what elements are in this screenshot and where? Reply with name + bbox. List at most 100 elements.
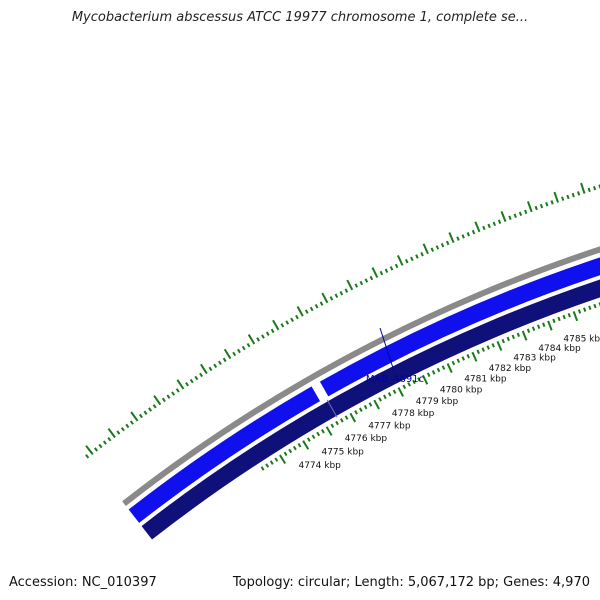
outer-minor-tick bbox=[339, 290, 344, 296]
outer-minor-tick bbox=[171, 391, 176, 396]
outer-minor-tick bbox=[492, 221, 496, 227]
scale-minor-tick bbox=[368, 402, 373, 407]
scale-minor-tick bbox=[567, 312, 571, 318]
outer-minor-tick bbox=[445, 240, 450, 246]
scale-minor-tick bbox=[392, 389, 397, 395]
scale-minor-tick bbox=[451, 360, 456, 366]
scale-minor-tick bbox=[526, 328, 531, 333]
scale-major-tick bbox=[279, 454, 287, 465]
outer-minor-tick bbox=[261, 334, 265, 339]
outer-major-tick bbox=[553, 191, 559, 203]
scale-minor-tick bbox=[335, 420, 339, 426]
scale-minor-tick bbox=[536, 324, 541, 329]
outer-minor-tick bbox=[359, 280, 364, 286]
scale-major-tick bbox=[471, 351, 478, 362]
scale-label: 4776 kbp bbox=[345, 434, 388, 444]
scale-label: 4775 kbp bbox=[321, 447, 364, 457]
outer-minor-tick bbox=[290, 317, 294, 323]
outer-minor-tick bbox=[189, 378, 194, 384]
scale-major-tick bbox=[349, 412, 357, 423]
forward-gene bbox=[128, 386, 321, 523]
scale-minor-tick bbox=[387, 392, 392, 397]
outer-minor-tick bbox=[461, 234, 465, 239]
forward-gene bbox=[319, 257, 600, 397]
outer-minor-tick bbox=[430, 247, 435, 252]
scale-label: 4784 kbp bbox=[538, 344, 581, 354]
outer-minor-tick bbox=[466, 232, 471, 237]
outer-minor-tick bbox=[471, 229, 476, 235]
outer-minor-tick bbox=[161, 397, 166, 403]
outer-major-tick bbox=[526, 201, 533, 213]
outer-major-tick bbox=[500, 211, 507, 222]
scale-minor-tick bbox=[383, 394, 387, 400]
scale-label: 4778 kbp bbox=[392, 409, 435, 419]
outer-minor-tick bbox=[232, 351, 237, 357]
outer-minor-tick bbox=[194, 375, 199, 381]
scale-major-tick bbox=[397, 387, 404, 397]
outer-minor-tick bbox=[129, 420, 134, 425]
scale-label: 4783 kbp bbox=[513, 354, 556, 364]
outer-minor-tick bbox=[256, 337, 261, 342]
outer-major-tick bbox=[153, 395, 162, 406]
outer-minor-tick bbox=[102, 440, 107, 445]
accession-text: Accession: NC_010397 bbox=[9, 575, 157, 590]
scale-minor-tick bbox=[562, 314, 566, 320]
outer-minor-tick bbox=[487, 223, 491, 229]
scale-minor-tick bbox=[481, 347, 485, 352]
scale-major-tick bbox=[547, 320, 553, 331]
outer-minor-tick bbox=[85, 454, 90, 459]
outer-minor-tick bbox=[208, 366, 213, 372]
scale-minor-tick bbox=[436, 367, 441, 373]
outer-minor-tick bbox=[120, 426, 125, 432]
outer-minor-tick bbox=[410, 256, 414, 262]
scale-minor-tick bbox=[588, 305, 592, 311]
outer-minor-tick bbox=[545, 202, 549, 207]
scale-minor-tick bbox=[456, 358, 461, 364]
outer-major-tick bbox=[247, 334, 256, 345]
outer-minor-tick bbox=[539, 203, 544, 209]
outer-minor-tick bbox=[213, 363, 218, 369]
outer-major-tick bbox=[346, 279, 354, 291]
scale-minor-tick bbox=[330, 423, 335, 428]
scale-minor-tick bbox=[486, 345, 490, 350]
outer-major-tick bbox=[107, 428, 116, 439]
scale-minor-tick bbox=[516, 332, 521, 338]
scale-minor-tick bbox=[531, 326, 536, 331]
reverse-gene bbox=[141, 279, 600, 540]
gene-callout-line bbox=[379, 327, 395, 372]
outer-minor-tick bbox=[566, 194, 570, 200]
outer-minor-tick bbox=[199, 372, 203, 378]
outer-minor-tick bbox=[405, 258, 409, 264]
outer-minor-tick bbox=[524, 209, 528, 215]
scale-minor-tick bbox=[552, 318, 556, 324]
outer-minor-tick bbox=[534, 205, 538, 211]
outer-major-tick bbox=[448, 232, 455, 244]
scale-minor-tick bbox=[316, 431, 321, 437]
outer-major-tick bbox=[176, 379, 185, 390]
outer-minor-tick bbox=[389, 266, 394, 271]
scale-minor-tick bbox=[339, 418, 344, 423]
outer-major-tick bbox=[371, 267, 379, 278]
outer-minor-tick bbox=[143, 410, 148, 415]
scale-label: 4781 kbp bbox=[464, 375, 507, 385]
outer-major-tick bbox=[296, 305, 304, 317]
outer-minor-tick bbox=[166, 394, 171, 399]
scale-minor-tick bbox=[269, 460, 274, 465]
scale-minor-tick bbox=[265, 463, 270, 468]
outer-major-tick bbox=[396, 254, 404, 266]
scale-label: 4779 kbp bbox=[416, 397, 459, 407]
outer-minor-tick bbox=[508, 215, 512, 220]
outer-major-tick bbox=[272, 319, 280, 331]
outer-minor-tick bbox=[280, 323, 285, 328]
outer-major-tick bbox=[321, 292, 329, 304]
scale-label: 4780 kbp bbox=[440, 386, 483, 396]
scale-minor-tick bbox=[476, 349, 480, 355]
scale-minor-tick bbox=[506, 336, 510, 342]
scale-minor-tick bbox=[260, 466, 265, 471]
outer-major-tick bbox=[223, 348, 232, 360]
outer-minor-tick bbox=[218, 360, 222, 366]
outer-minor-tick bbox=[319, 301, 324, 306]
gene-label[interactable]: MAB_4691c bbox=[366, 374, 424, 385]
outer-minor-tick bbox=[482, 225, 486, 231]
